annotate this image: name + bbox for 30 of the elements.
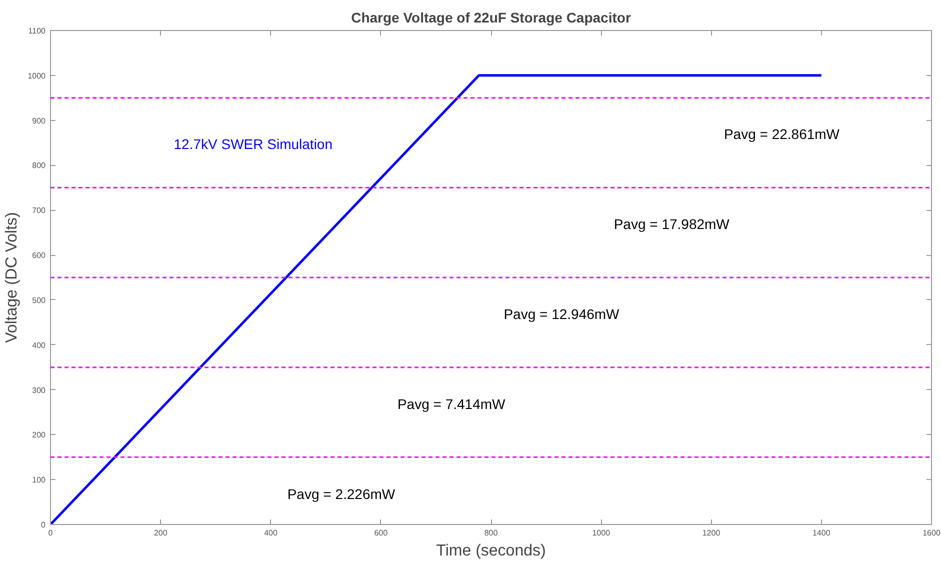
chart-title: Charge Voltage of 22uF Storage Capacitor [351, 10, 632, 26]
y-tick-label: 700 [32, 206, 46, 216]
x-tick-label: 1600 [922, 528, 941, 538]
y-tick-label: 1000 [28, 71, 46, 80]
annotation: Pavg = 17.982mW [614, 216, 730, 232]
y-tick-label: 900 [32, 116, 46, 126]
annotation: 12.7kV SWER Simulation [174, 136, 332, 152]
x-tick-label: 800 [484, 528, 498, 538]
y-tick-label: 0 [41, 520, 46, 530]
y-tick-label: 600 [32, 251, 46, 260]
x-tick-label: 400 [264, 528, 278, 538]
y-tick-label: 300 [32, 386, 46, 395]
annotation: Pavg = 7.414mW [397, 396, 506, 412]
x-axis-title: Time (seconds) [436, 542, 546, 560]
y-tick-label: 800 [32, 161, 46, 170]
y-tick-label: 200 [32, 430, 46, 440]
annotation: Pavg = 2.226mW [287, 486, 396, 502]
x-tick-label: 1200 [702, 528, 721, 538]
x-tick-label: 0 [48, 528, 54, 538]
x-tick-label: 200 [154, 528, 168, 538]
y-tick-label: 400 [32, 340, 46, 350]
x-tick-label: 1000 [592, 528, 611, 538]
y-axis-title: Voltage (DC Volts) [4, 212, 21, 343]
x-tick-label: 600 [374, 528, 388, 538]
y-tick-label: 1100 [28, 26, 46, 36]
x-tick-label: 1400 [812, 528, 831, 538]
annotation: Pavg = 12.946mW [504, 306, 620, 322]
y-tick-label: 500 [32, 296, 46, 305]
annotation: Pavg = 22.861mW [724, 126, 840, 142]
y-tick-label: 100 [32, 476, 46, 485]
